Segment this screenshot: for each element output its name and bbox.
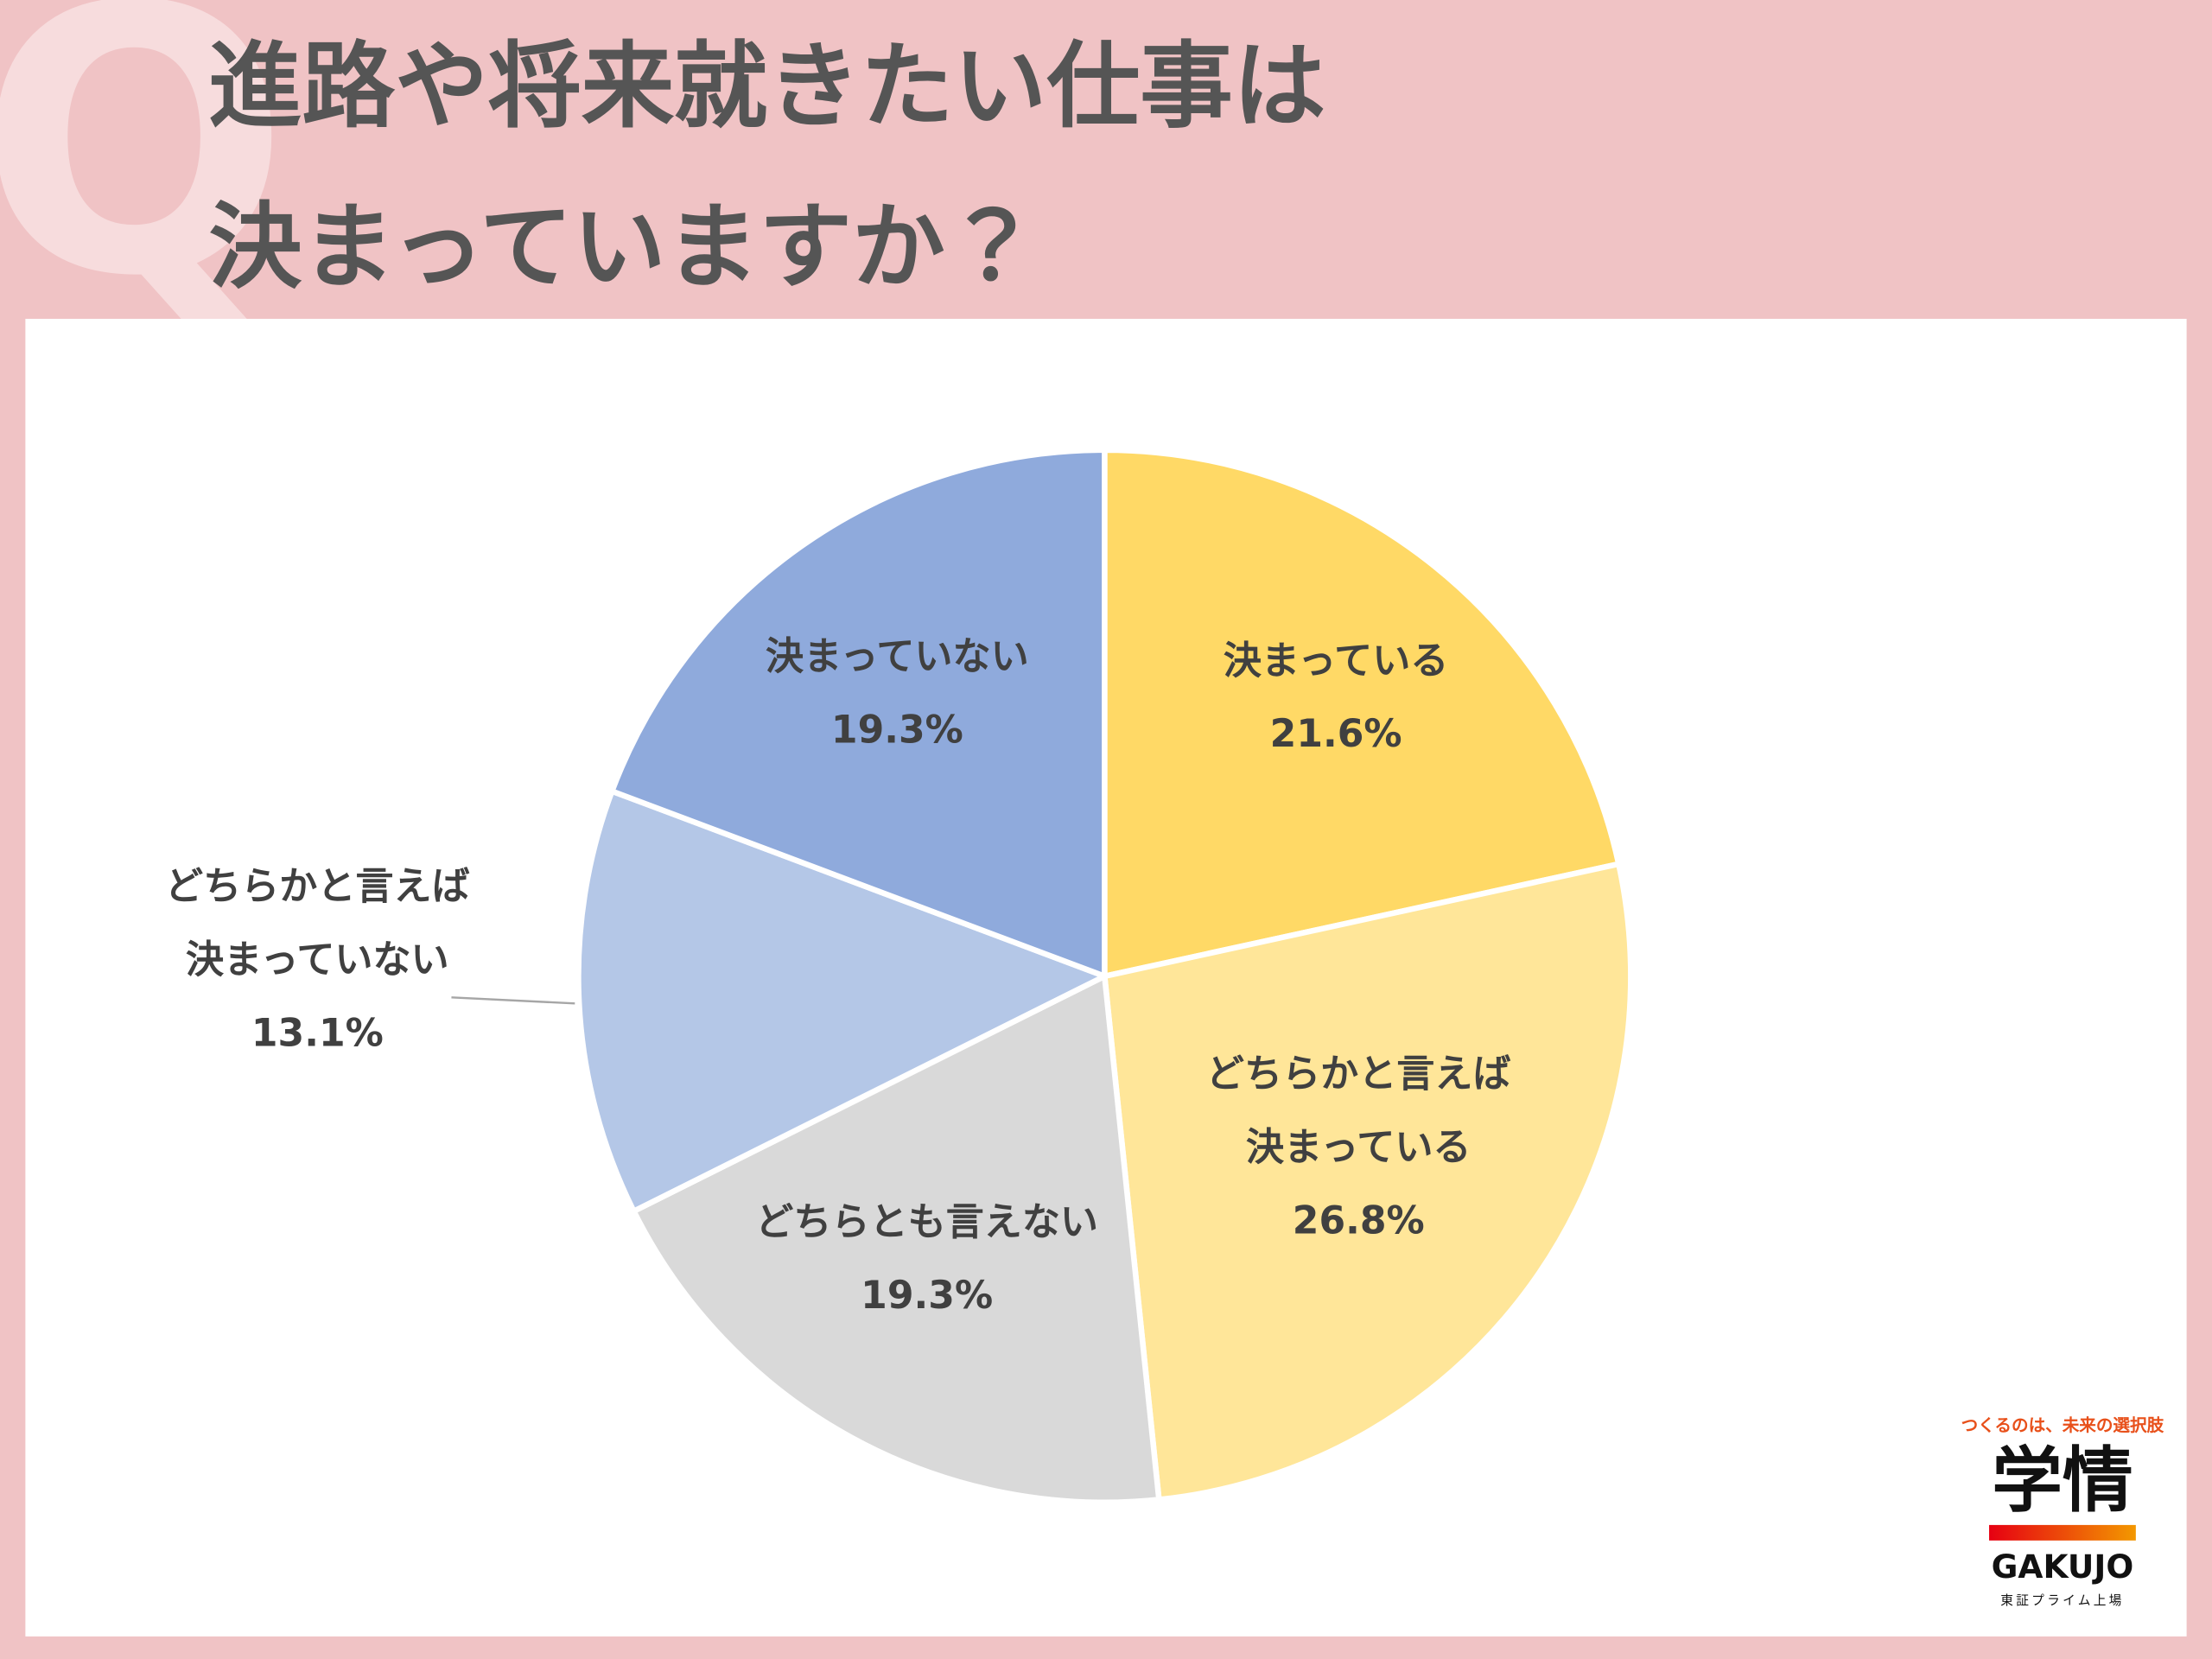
- leader-line: [451, 996, 575, 1005]
- chart-title: 決まっていますか？: [209, 194, 1039, 302]
- slice-value-label: 19.3%: [831, 708, 963, 752]
- slice-value-label: 21.6%: [1270, 712, 1402, 756]
- logo-note: 東証プライム上場: [2000, 1593, 2124, 1608]
- slice-value-label: 13.1%: [251, 1011, 384, 1055]
- slice-category-label: 決まっている: [1224, 639, 1449, 683]
- label-line: 決まっている: [1246, 1126, 1471, 1170]
- pie-slice: [1102, 447, 1622, 980]
- slice-category-label: どちらかと言えば決まっていない: [165, 865, 470, 982]
- slice-category-label: どちらとも言えない: [755, 1200, 1098, 1244]
- label-line: 決まっていない: [766, 634, 1029, 678]
- slice-category-label: 決まっていない: [766, 634, 1029, 678]
- logo-name: 学情: [1992, 1440, 2133, 1522]
- label-line: どちらかと言えば: [165, 865, 470, 909]
- pie-slice: [1102, 861, 1634, 1503]
- label-line: 決まっている: [1224, 639, 1449, 683]
- pie-slice: [631, 973, 1162, 1506]
- label-line: 決まっていない: [186, 938, 449, 982]
- logo-bar: [1989, 1524, 2136, 1541]
- q-badge: Q: [0, 0, 290, 357]
- pie: 決まっている21.6%どちらかと言えば決まっている26.8%どちらとも言えない1…: [165, 447, 1634, 1506]
- pie-slice: [609, 447, 1108, 980]
- logo-name-en: GAKUJO: [1992, 1548, 2134, 1586]
- chart-title: 進路や将来就きたい仕事は: [209, 33, 1326, 141]
- logo-tagline: つくるのは、未来の選択肢: [1961, 1415, 2164, 1435]
- label-line: どちらとも言えない: [755, 1200, 1098, 1244]
- slice-value-label: 19.3%: [861, 1274, 993, 1318]
- pie-slice: [575, 788, 1108, 1215]
- label-line: どちらかと言えば: [1206, 1052, 1511, 1096]
- slice-category-label: どちらかと言えば決まっている: [1206, 1052, 1511, 1170]
- logo: つくるのは、未来の選択肢 学情 GAKUJO 東証プライム上場: [1961, 1415, 2164, 1608]
- slice-value-label: 26.8%: [1293, 1199, 1425, 1243]
